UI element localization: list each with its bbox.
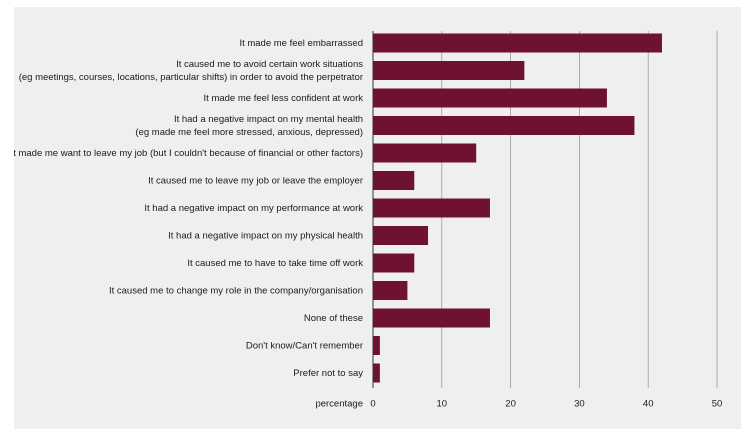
bar: [373, 253, 415, 273]
bar: [373, 116, 635, 135]
bar-chart: It made me feel embarrassed It caused me …: [14, 31, 723, 410]
category-label-line: Don't know/Can't remember: [246, 340, 363, 351]
category-label-line: It made me feel embarrassed: [239, 38, 363, 49]
x-tick-label: 10: [437, 399, 448, 410]
category-label-line: (eg made me feel more stressed, anxious,…: [135, 127, 363, 138]
bar: [373, 143, 477, 163]
bar: [373, 198, 490, 218]
category-label: It made me want to leave my job (but I c…: [14, 148, 363, 159]
category-label: Prefer not to say: [293, 368, 363, 379]
category-label-line: It caused me to avoid certain work situa…: [176, 59, 363, 70]
bar: [373, 281, 408, 300]
bar: [373, 171, 415, 190]
category-label-line: Prefer not to say: [293, 368, 363, 379]
category-label: It had a negative impact on my mental he…: [135, 114, 363, 138]
category-label: Don't know/Can't remember: [246, 340, 363, 351]
bar: [373, 226, 429, 245]
category-label: It made me feel less confident at work: [204, 93, 364, 104]
category-label-line: It caused me to have to take time off wo…: [187, 258, 363, 269]
category-label-line: It caused me to change my role in the co…: [109, 285, 363, 296]
category-label-line: None of these: [304, 313, 363, 324]
category-label-line: It caused me to leave my job or leave th…: [148, 175, 363, 186]
category-label: It made me feel embarrassed: [239, 38, 363, 49]
category-label: None of these: [304, 313, 363, 324]
category-label-line: It made me want to leave my job (but I c…: [14, 148, 363, 159]
category-label: It caused me to avoid certain work situa…: [19, 59, 364, 83]
category-label: It had a negative impact on my performan…: [144, 203, 363, 214]
bar: [373, 88, 607, 108]
bar: [373, 336, 380, 355]
category-label-line: (eg meetings, courses, locations, partic…: [19, 72, 363, 83]
x-axis-title: percentage: [315, 399, 363, 410]
x-tick-label: 50: [712, 399, 723, 410]
category-label: It caused me to have to take time off wo…: [187, 258, 363, 269]
category-label-line: It had a negative impact on my mental he…: [174, 114, 363, 125]
category-label-line: It made me feel less confident at work: [204, 93, 364, 104]
x-tick-label: 30: [574, 399, 585, 410]
chart-panel: It made me feel embarrassed It caused me …: [14, 7, 741, 429]
category-label-line: It had a negative impact on my performan…: [144, 203, 363, 214]
category-label: It caused me to change my role in the co…: [109, 285, 363, 296]
category-label-line: It had a negative impact on my physical …: [168, 230, 363, 241]
x-tick-label: 0: [370, 399, 375, 410]
x-tick-label: 20: [505, 399, 516, 410]
x-tick-label: 40: [643, 399, 654, 410]
category-label: It had a negative impact on my physical …: [168, 230, 363, 241]
bar: [373, 363, 380, 383]
category-label: It caused me to leave my job or leave th…: [148, 175, 363, 186]
bar: [373, 61, 525, 80]
bar: [373, 33, 662, 53]
bar: [373, 308, 490, 328]
